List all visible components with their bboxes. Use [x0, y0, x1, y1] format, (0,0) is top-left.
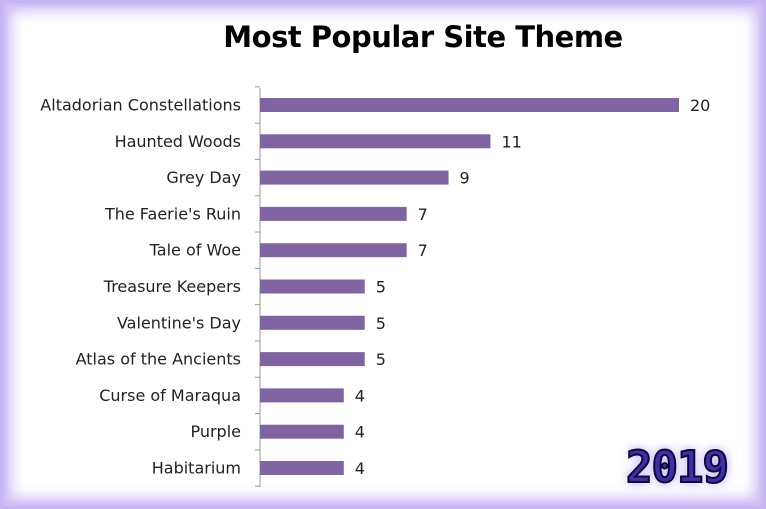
- value-label-purple: 4: [355, 423, 365, 442]
- category-label-treasure-keepers: Treasure Keepers: [103, 277, 241, 296]
- bar-curse-of-maraqua: [260, 388, 344, 403]
- bar-purple: [260, 424, 344, 439]
- value-label-grey-day: 9: [460, 169, 470, 188]
- bar-atlas-of-the-ancients: [260, 352, 365, 367]
- value-label-curse-of-maraqua: 4: [355, 386, 365, 405]
- category-label-purple: Purple: [190, 422, 241, 441]
- value-label-atlas-of-the-ancients: 5: [376, 350, 386, 369]
- bar-valentine-s-day: [260, 315, 365, 330]
- bar-haunted-woods: [260, 134, 491, 149]
- value-label-altadorian-constellations: 20: [690, 96, 710, 115]
- bar-the-faerie-s-ruin: [260, 206, 407, 221]
- category-label-habitarium: Habitarium: [152, 459, 241, 478]
- category-label-valentine-s-day: Valentine's Day: [117, 313, 241, 332]
- value-label-tale-of-woe: 7: [418, 241, 428, 260]
- value-label-treasure-keepers: 5: [376, 278, 386, 297]
- bar-grey-day: [260, 170, 449, 185]
- value-label-haunted-woods: 11: [501, 132, 521, 151]
- category-label-tale-of-woe: Tale of Woe: [149, 241, 241, 260]
- category-label-atlas-of-the-ancients: Atlas of the Ancients: [76, 350, 241, 369]
- category-label-the-faerie-s-ruin: The Faerie's Ruin: [104, 204, 241, 223]
- category-label-curse-of-maraqua: Curse of Maraqua: [99, 386, 241, 405]
- bar-tale-of-woe: [260, 243, 407, 258]
- year-badge: 2019: [625, 441, 730, 494]
- value-label-habitarium: 4: [355, 459, 365, 478]
- bar-altadorian-constellations: [260, 98, 679, 112]
- chart-title: Most Popular Site Theme: [223, 20, 623, 54]
- bar-habitarium: [260, 461, 344, 475]
- category-label-altadorian-constellations: Altadorian Constellations: [40, 96, 241, 115]
- bar-treasure-keepers: [260, 279, 365, 294]
- value-label-the-faerie-s-ruin: 7: [418, 205, 428, 224]
- category-label-grey-day: Grey Day: [166, 168, 241, 187]
- category-label-haunted-woods: Haunted Woods: [115, 132, 241, 151]
- value-label-valentine-s-day: 5: [376, 314, 386, 333]
